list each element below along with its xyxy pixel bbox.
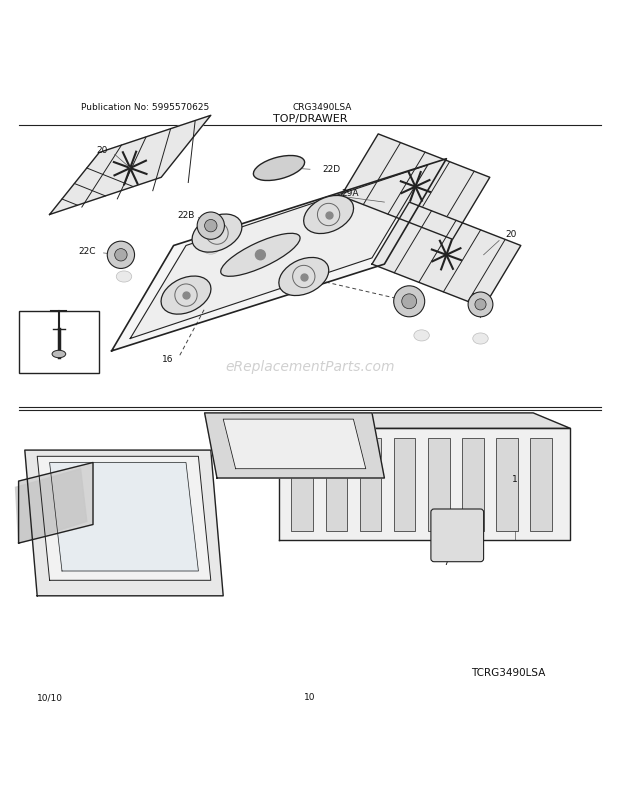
Circle shape — [468, 293, 493, 318]
Polygon shape — [372, 203, 521, 308]
Polygon shape — [19, 463, 93, 544]
Text: 1: 1 — [512, 474, 518, 483]
Text: 10/10: 10/10 — [37, 692, 63, 702]
Bar — [326, 438, 347, 531]
Bar — [394, 438, 415, 531]
Polygon shape — [205, 413, 384, 479]
Ellipse shape — [203, 244, 219, 255]
Circle shape — [197, 213, 224, 240]
Polygon shape — [25, 451, 223, 596]
Polygon shape — [279, 429, 570, 541]
Circle shape — [107, 242, 135, 269]
Circle shape — [255, 250, 265, 261]
Ellipse shape — [192, 215, 242, 253]
Ellipse shape — [414, 330, 429, 342]
Text: 22D: 22D — [322, 164, 341, 173]
Text: 22: 22 — [404, 291, 415, 300]
Ellipse shape — [117, 272, 131, 283]
Text: 29A: 29A — [342, 189, 359, 198]
Ellipse shape — [304, 196, 353, 234]
Bar — [530, 438, 552, 531]
Polygon shape — [112, 160, 446, 351]
Polygon shape — [130, 166, 428, 339]
Polygon shape — [242, 413, 570, 429]
Bar — [291, 438, 313, 531]
Ellipse shape — [279, 258, 329, 296]
Polygon shape — [37, 456, 211, 581]
Circle shape — [475, 299, 486, 310]
Text: TCRG3490LSA: TCRG3490LSA — [471, 667, 546, 677]
Text: 16: 16 — [162, 354, 173, 363]
Ellipse shape — [52, 350, 66, 358]
Ellipse shape — [221, 234, 300, 277]
Polygon shape — [341, 135, 490, 240]
Text: 39: 39 — [56, 511, 68, 520]
Text: 22C: 22C — [78, 247, 95, 256]
Bar — [462, 438, 484, 531]
Polygon shape — [223, 419, 366, 469]
Ellipse shape — [254, 156, 304, 181]
Circle shape — [115, 249, 127, 261]
Text: 2: 2 — [229, 452, 236, 461]
FancyBboxPatch shape — [19, 311, 99, 373]
Polygon shape — [50, 463, 198, 571]
Text: CRG3490LSA: CRG3490LSA — [293, 103, 352, 111]
Bar — [360, 438, 381, 531]
Text: 20: 20 — [506, 229, 517, 238]
Polygon shape — [50, 116, 211, 215]
Text: 7: 7 — [443, 557, 449, 566]
Polygon shape — [16, 469, 87, 544]
Text: 20: 20 — [97, 146, 108, 155]
Text: 88: 88 — [34, 313, 46, 322]
Text: TOP/DRAWER: TOP/DRAWER — [273, 114, 347, 124]
Circle shape — [205, 221, 217, 233]
Text: 10: 10 — [304, 692, 316, 702]
Circle shape — [402, 294, 417, 310]
FancyBboxPatch shape — [431, 509, 484, 562]
Ellipse shape — [161, 277, 211, 314]
Circle shape — [394, 286, 425, 318]
Text: 22B: 22B — [177, 211, 195, 220]
Bar — [428, 438, 450, 531]
Bar — [496, 438, 518, 531]
Text: Publication No: 5995570625: Publication No: 5995570625 — [81, 103, 209, 111]
Text: 22A: 22A — [472, 293, 489, 302]
Text: 4: 4 — [158, 582, 164, 591]
Text: eReplacementParts.com: eReplacementParts.com — [225, 360, 395, 374]
Ellipse shape — [472, 334, 489, 345]
